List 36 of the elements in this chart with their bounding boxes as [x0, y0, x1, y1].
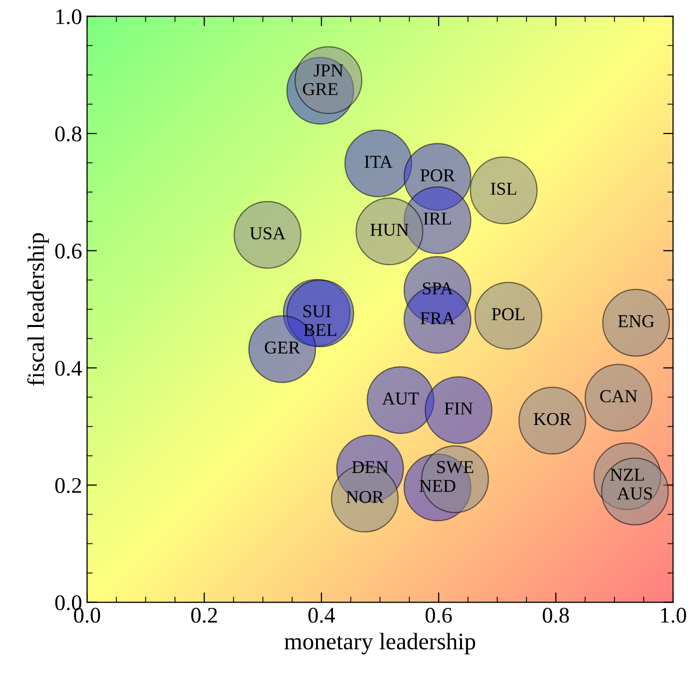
x-axis-title: monetary leadership: [284, 632, 476, 654]
data-label: NED: [419, 480, 456, 492]
x-tick-label: 0.4: [308, 608, 335, 623]
x-tick-label: 0.6: [426, 608, 452, 623]
data-label: FIN: [444, 402, 473, 414]
data-label: POR: [420, 169, 456, 182]
data-label: GRE: [302, 83, 338, 96]
y-tick-label: 1.0: [56, 9, 82, 24]
data-label: POL: [492, 308, 524, 320]
data-label: NOR: [346, 490, 384, 504]
data-label: AUS: [617, 487, 652, 500]
data-label: FRA: [420, 312, 455, 324]
y-tick-label: 0.2: [55, 478, 81, 494]
data-label: IRL: [424, 212, 451, 225]
data-label: DEN: [352, 461, 388, 474]
x-tick-label: 0.2: [191, 608, 217, 623]
data-label: BEL: [304, 324, 336, 336]
data-label: NZL: [610, 468, 644, 481]
data-label: ENG: [618, 315, 654, 328]
y-tick-label: 0.8: [55, 126, 82, 142]
data-label: JPN: [314, 64, 344, 76]
x-tick-label: 1.0: [661, 608, 686, 623]
data-label: SWE: [437, 461, 474, 474]
y-tick-label: 0.4: [55, 360, 82, 376]
x-tick-label: 0.8: [542, 608, 569, 623]
y-tick-label: 0.6: [55, 244, 82, 259]
data-label: GER: [264, 342, 300, 354]
data-label: SUI: [303, 305, 331, 318]
data-label: HUN: [370, 224, 409, 236]
data-label: ISL: [490, 182, 516, 195]
data-label: KOR: [534, 413, 572, 426]
data-label: USA: [250, 227, 286, 240]
data-label: ITA: [364, 156, 392, 168]
data-label: AUT: [382, 392, 419, 405]
y-axis-title: fiscal leadership: [27, 233, 49, 386]
data-label: CAN: [600, 390, 638, 402]
